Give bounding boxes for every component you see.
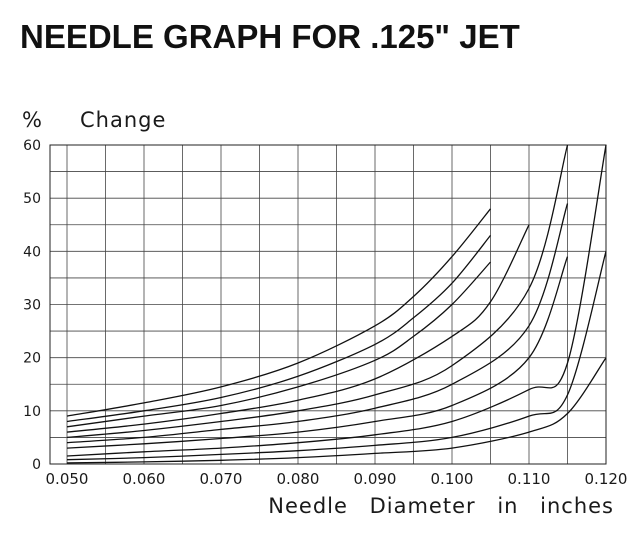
y-axis-symbol: % (22, 108, 43, 132)
grid (50, 145, 606, 464)
x-tick-label: 0.100 (431, 470, 474, 488)
series-line-6 (66, 203, 569, 444)
x-axis-ticks: 0.050 0.060 0.070 0.080 0.090 0.100 0.110 0.120 (46, 470, 628, 488)
series-line-1 (66, 208, 492, 417)
x-tick-label: 0.120 (585, 470, 628, 488)
series-line-9 (66, 251, 607, 461)
x-tick-label: 0.060 (123, 470, 166, 488)
y-tick-label: 10 (23, 404, 41, 420)
x-tick-label: 0.070 (200, 470, 243, 488)
x-tick-label: 0.050 (46, 470, 89, 488)
y-tick-label: 0 (32, 457, 41, 473)
series-line-4 (66, 224, 530, 433)
y-tick-label: 30 (23, 298, 41, 314)
x-tick-label: 0.080 (277, 470, 320, 488)
series-line-2 (66, 234, 492, 423)
series-line-3 (66, 261, 491, 428)
y-tick-label: 50 (23, 191, 41, 207)
y-tick-label: 20 (23, 351, 41, 367)
plot-frame (49, 144, 607, 465)
series-line-5 (66, 144, 569, 439)
series-line-7 (66, 256, 569, 449)
series-line-10 (66, 357, 607, 464)
series-lines (66, 144, 607, 464)
y-axis-label: Change (80, 108, 166, 132)
series-line-8 (66, 144, 607, 457)
y-axis-ticks: 0 10 20 30 40 50 60 (23, 138, 41, 473)
y-tick-label: 60 (23, 138, 41, 154)
chart-title: NEEDLE GRAPH FOR .125" JET (20, 18, 520, 55)
x-tick-label: 0.110 (508, 470, 551, 488)
y-tick-label: 40 (23, 244, 41, 260)
x-tick-label: 0.090 (354, 470, 397, 488)
x-axis-label: Needle Diameter in inches (268, 494, 614, 518)
